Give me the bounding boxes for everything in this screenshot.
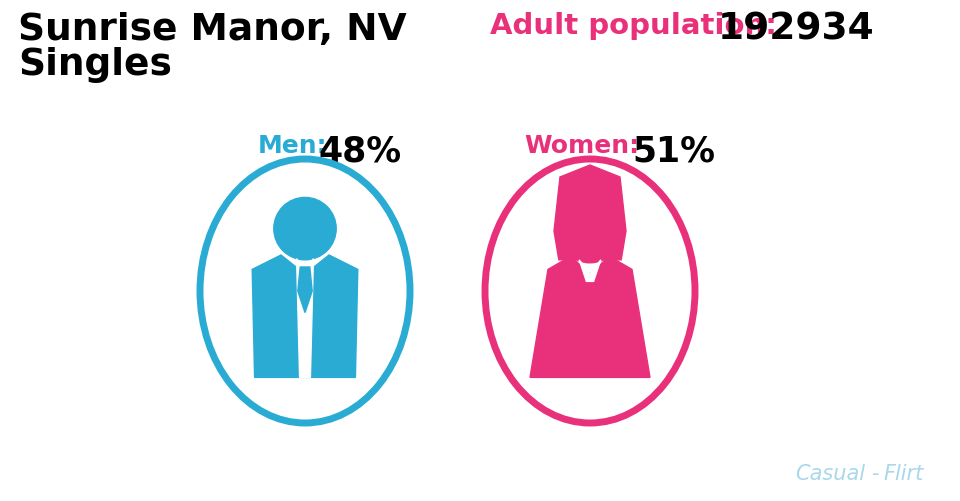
Text: -: - <box>872 463 879 483</box>
Text: 192934: 192934 <box>718 12 875 48</box>
Polygon shape <box>579 261 601 282</box>
Circle shape <box>274 198 336 261</box>
Text: 51%: 51% <box>632 134 715 168</box>
Polygon shape <box>252 256 358 378</box>
Text: Singles: Singles <box>18 47 172 83</box>
Text: Adult population:: Adult population: <box>490 12 777 40</box>
Text: Men:: Men: <box>258 134 327 158</box>
Polygon shape <box>298 268 312 313</box>
Text: Casual: Casual <box>795 463 865 483</box>
Polygon shape <box>297 259 313 378</box>
Text: Flirt: Flirt <box>883 463 924 483</box>
Polygon shape <box>530 257 650 378</box>
Text: Sunrise Manor, NV: Sunrise Manor, NV <box>18 12 407 48</box>
Text: Women:: Women: <box>524 134 639 158</box>
Polygon shape <box>554 166 626 261</box>
Circle shape <box>558 200 622 263</box>
Text: 48%: 48% <box>318 134 401 168</box>
